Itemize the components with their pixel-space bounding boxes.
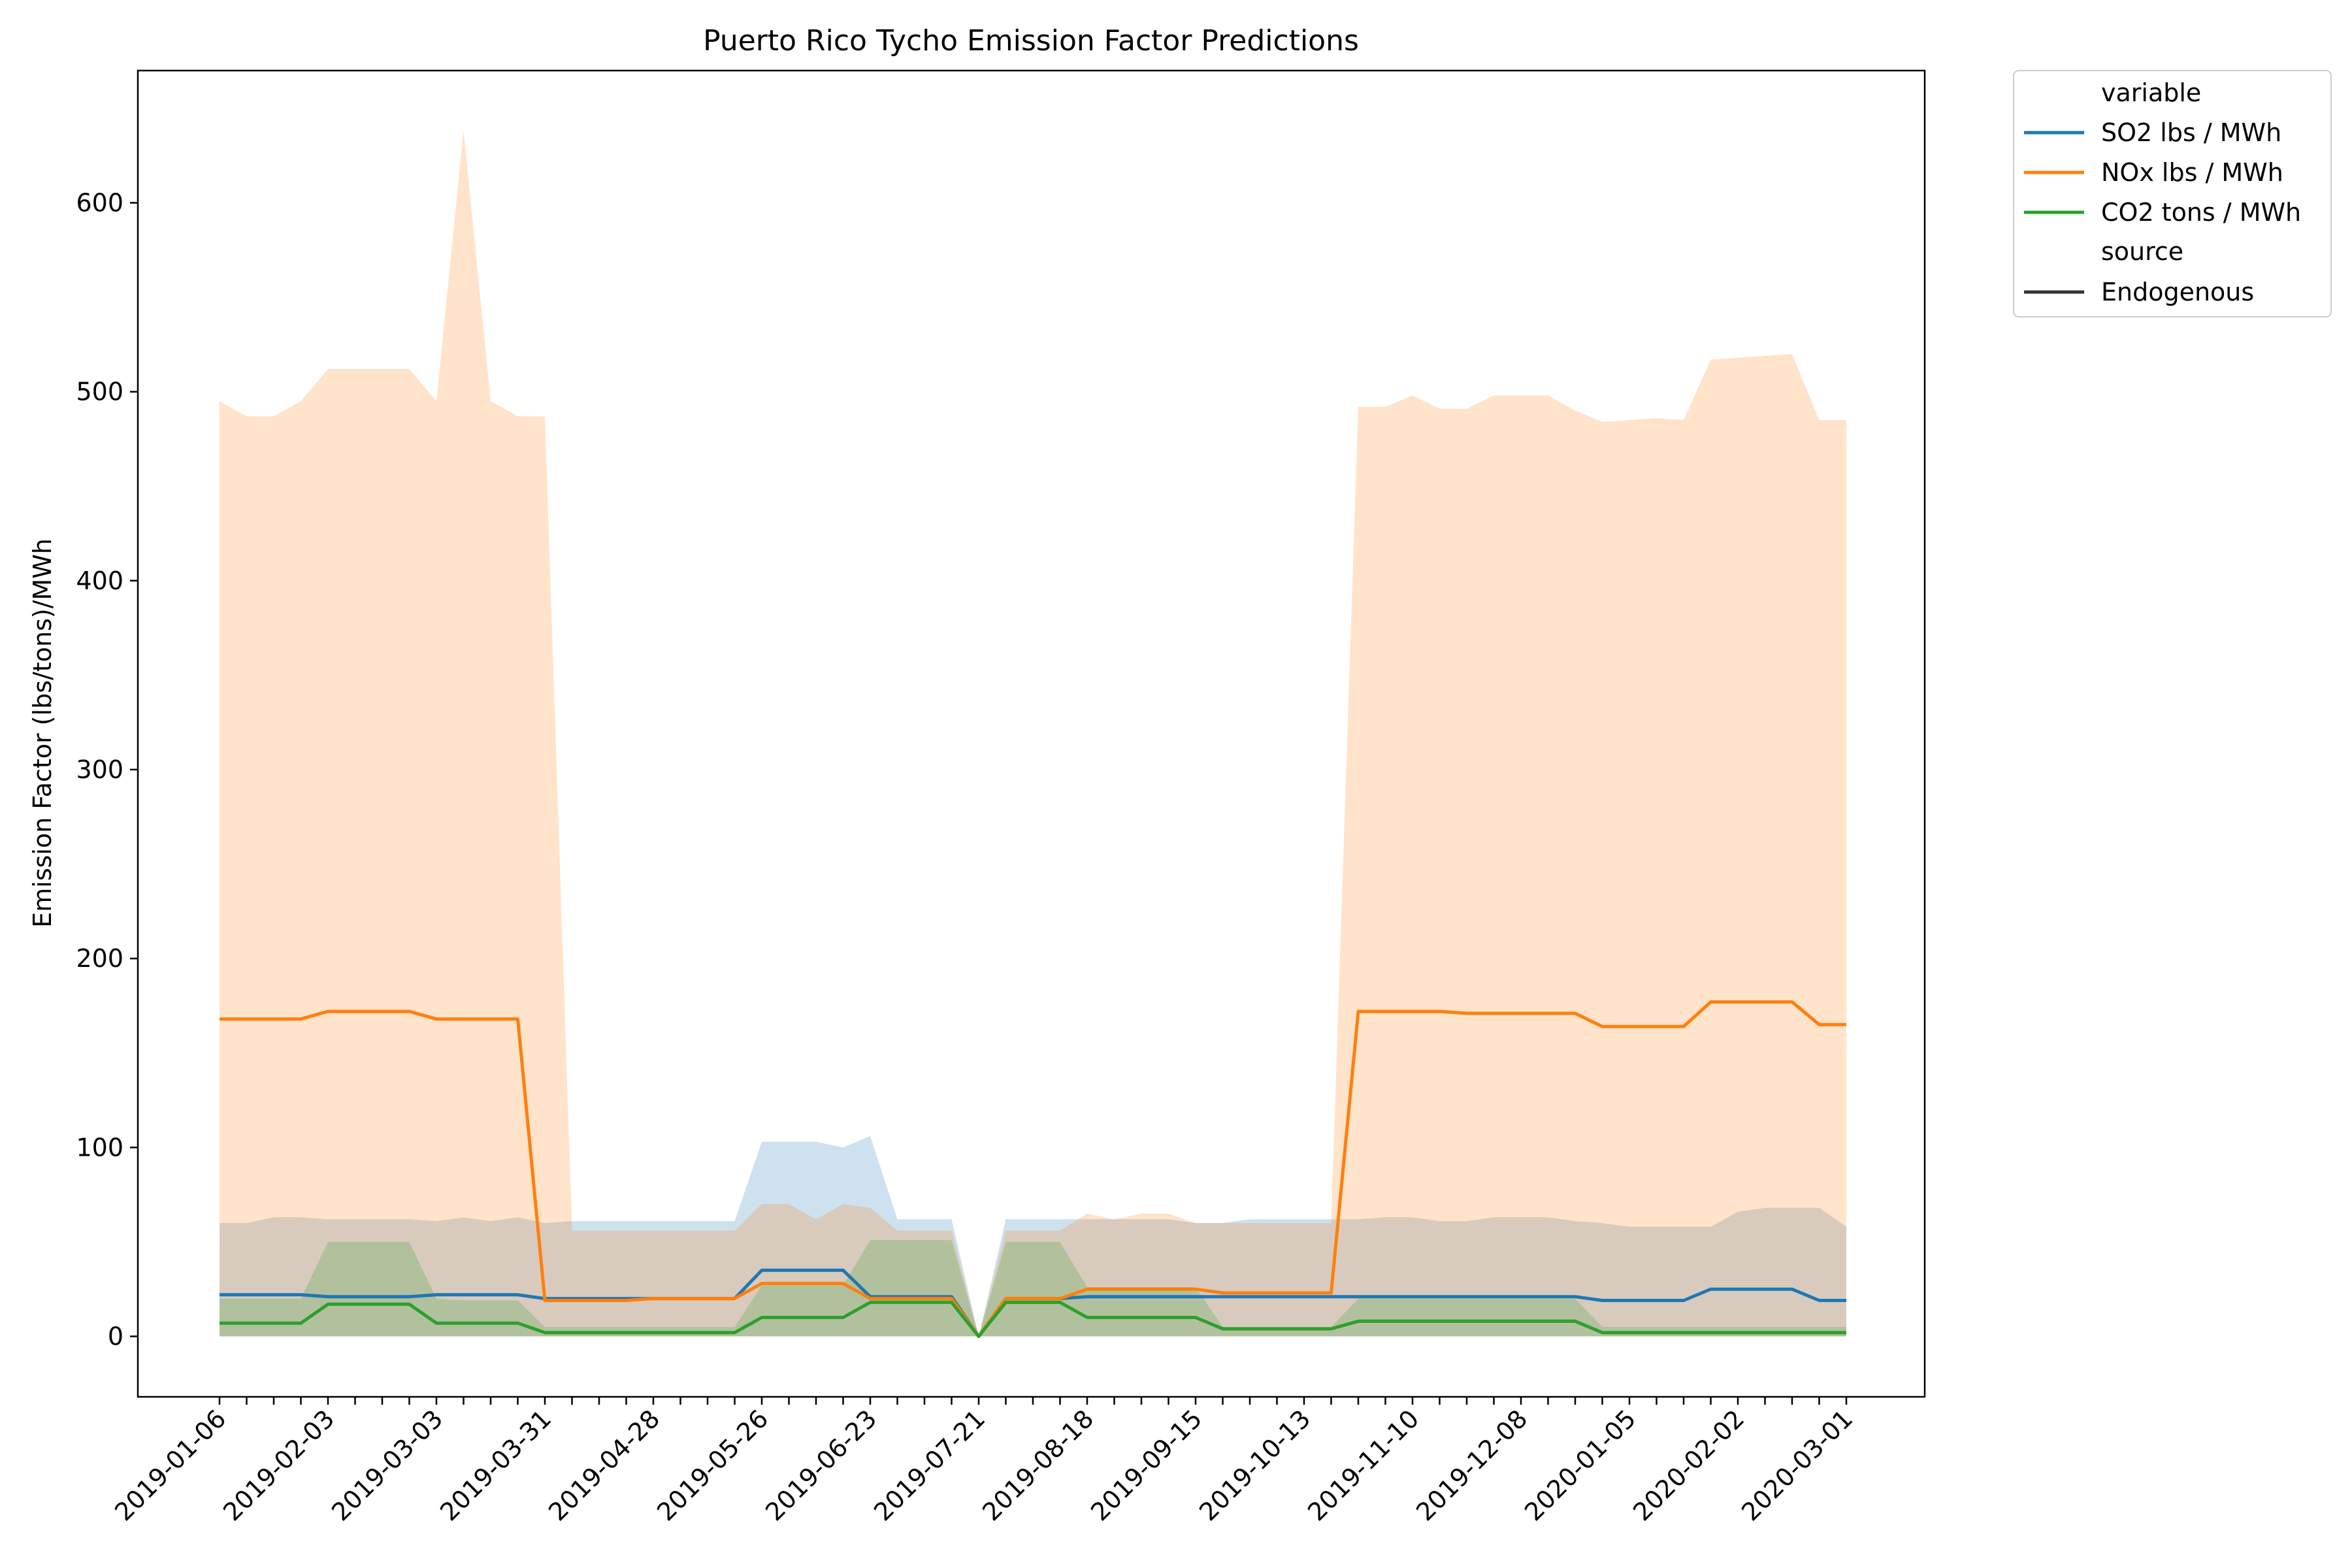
legend-label-nox: NOx lbs / MWh	[2101, 158, 2283, 187]
x-tick-label: 2019-03-31	[434, 1404, 557, 1526]
x-tick-label: 2019-05-26	[651, 1404, 774, 1526]
y-axis: 0 100 200 300 400 500 600	[76, 188, 138, 1350]
y-tick-label: 0	[108, 1322, 123, 1350]
y-tick-label: 200	[76, 944, 123, 973]
series-lines	[220, 1000, 1846, 1338]
legend-box	[2013, 70, 2332, 318]
x-tick-label: 2019-02-03	[218, 1404, 340, 1526]
legend-label-endogenous: Endogenous	[2101, 278, 2254, 306]
x-tick-label: 2019-06-23	[760, 1404, 882, 1526]
band-co2-tons-mwh	[220, 1240, 1846, 1337]
plot-frame	[137, 69, 1926, 1398]
x-axis: 2019-01-062019-02-032019-03-032019-03-31…	[109, 1397, 1858, 1527]
x-tick-label: 2019-03-03	[326, 1404, 448, 1526]
x-tick-label: 2019-04-28	[543, 1404, 665, 1526]
y-tick-label: 500	[76, 378, 123, 406]
line-co2-tons-mwh	[220, 1300, 1846, 1338]
x-tick-label: 2019-12-08	[1411, 1404, 1533, 1526]
y-tick-label: 400	[76, 566, 123, 595]
legend-label-so2: SO2 lbs / MWh	[2101, 118, 2281, 147]
confidence-bands	[220, 131, 1846, 1337]
line-nox-lbs-mwh	[220, 1000, 1846, 1338]
x-tick-label: 2019-01-06	[109, 1404, 231, 1526]
y-tick-label: 600	[76, 188, 123, 217]
legend: variable SO2 lbs / MWh NOx lbs / MWh CO2…	[2013, 70, 2332, 318]
y-tick-label: 100	[76, 1133, 123, 1162]
legend-label-co2: CO2 tons / MWh	[2101, 198, 2301, 227]
x-tick-label: 2020-02-02	[1627, 1404, 1750, 1526]
x-tick-label: 2019-10-13	[1194, 1404, 1316, 1526]
chart-title: Puerto Rico Tycho Emission Factor Predic…	[703, 24, 1359, 57]
x-tick-label: 2019-08-18	[977, 1404, 1099, 1526]
x-tick-label: 2020-03-01	[1736, 1404, 1858, 1526]
y-tick-label: 300	[76, 755, 123, 784]
x-tick-label: 2019-11-10	[1302, 1404, 1424, 1526]
legend-title-source: source	[2101, 237, 2183, 266]
x-tick-label: 2019-09-15	[1085, 1404, 1207, 1526]
x-tick-label: 2020-01-05	[1519, 1404, 1641, 1526]
y-axis-label: Emission Factor (lbs/tons)/MWh	[28, 538, 57, 928]
band-so2-lbs-mwh	[220, 1135, 1846, 1337]
x-tick-label: 2019-07-21	[868, 1404, 990, 1526]
band-nox-lbs-mwh	[220, 131, 1846, 1337]
legend-title-variable: variable	[2101, 78, 2201, 107]
